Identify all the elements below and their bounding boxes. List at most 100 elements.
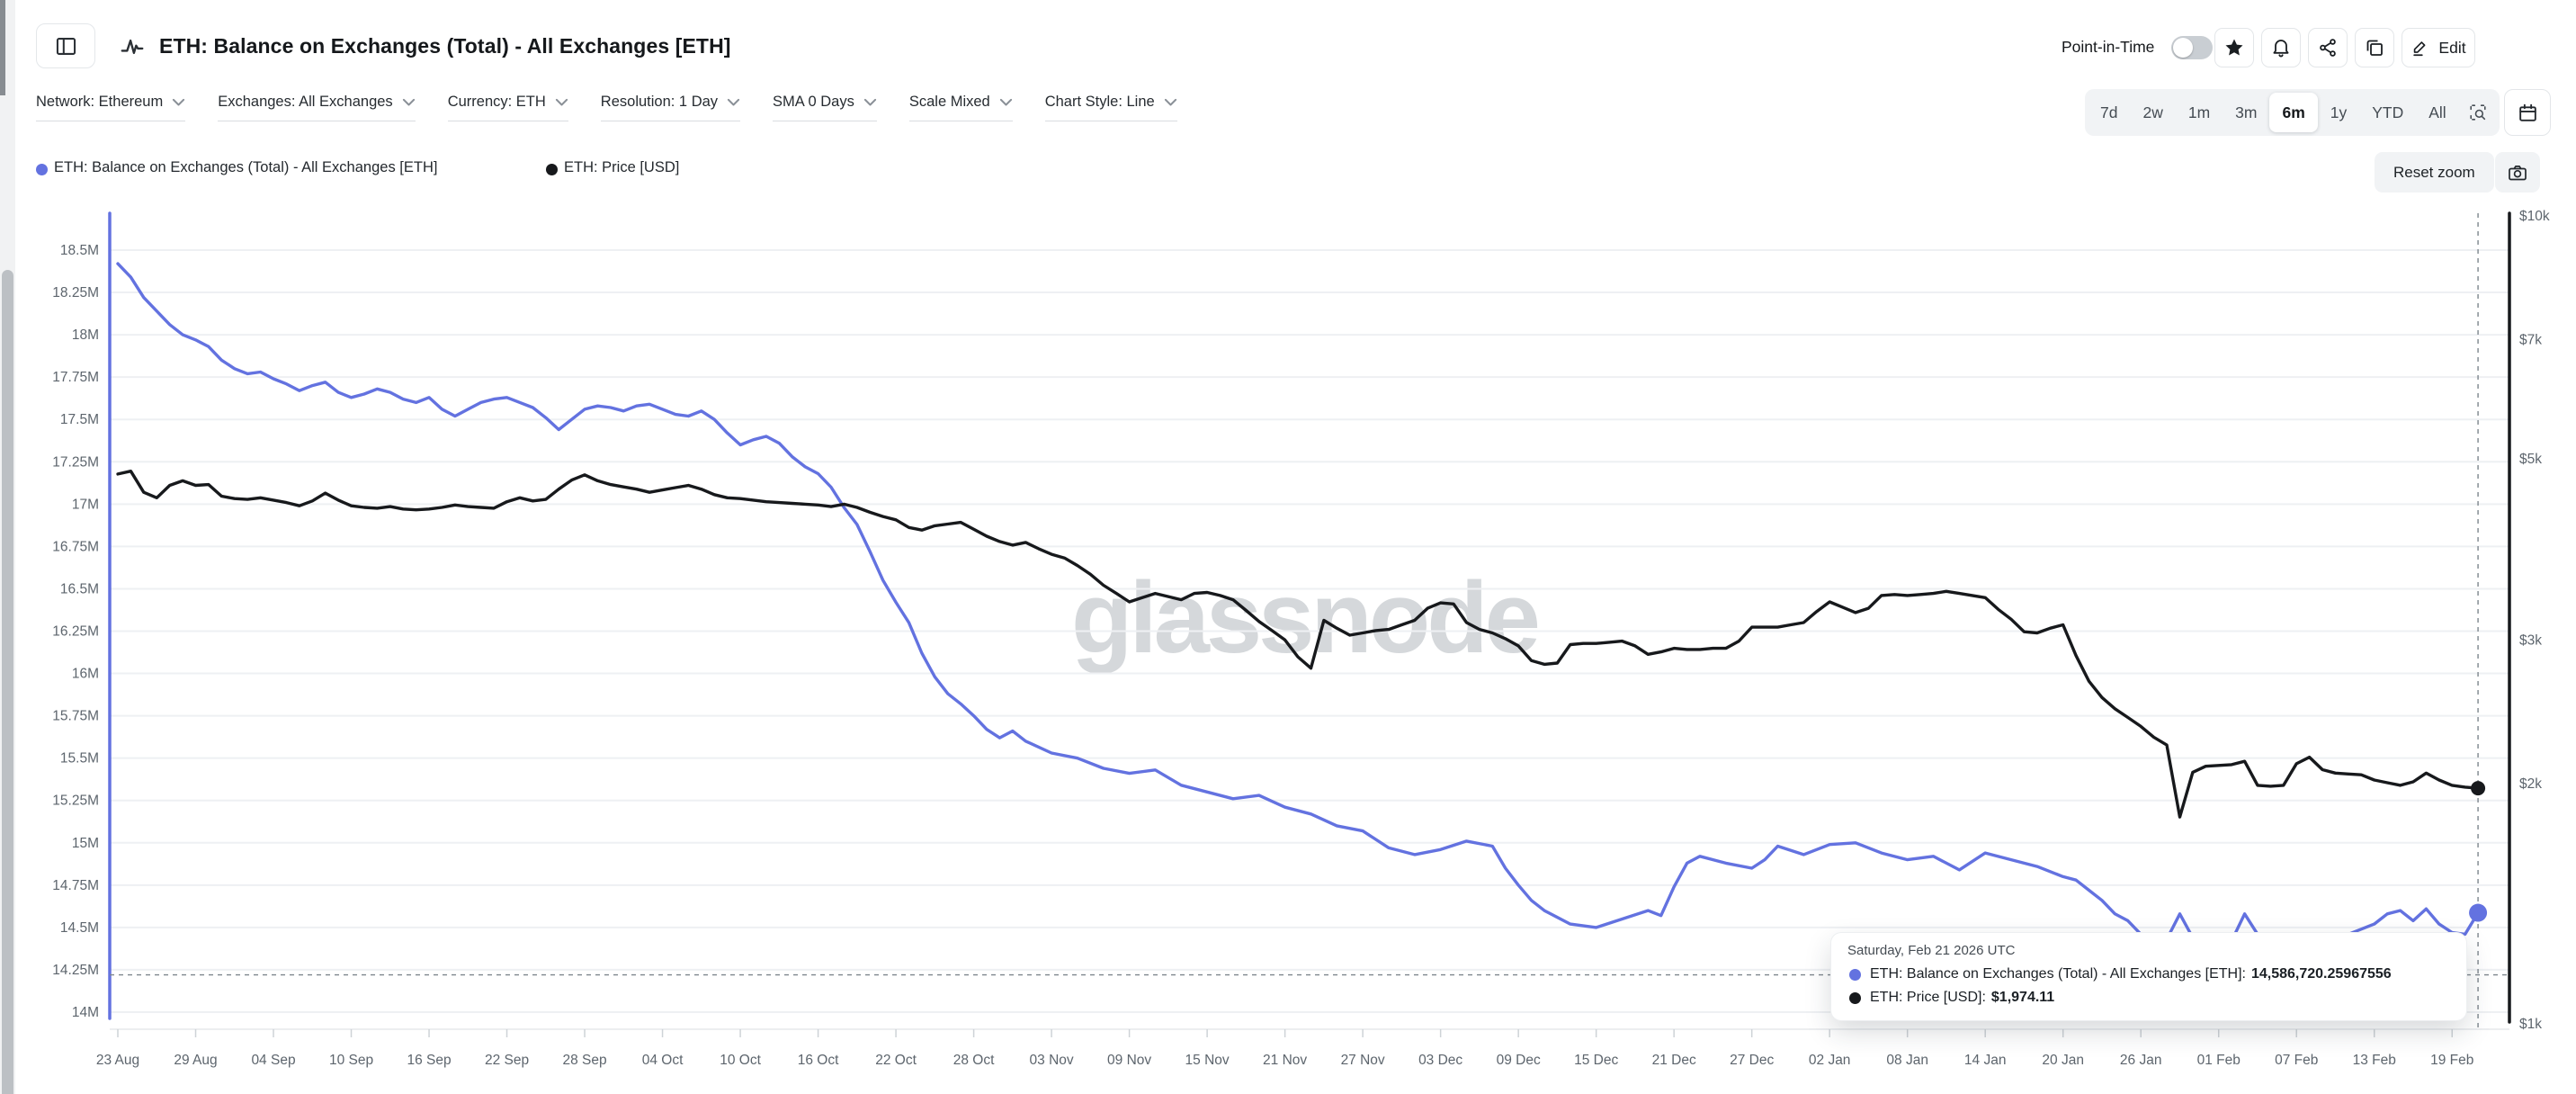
y-left-tick-label: 16M xyxy=(72,667,99,682)
filter-scale[interactable]: Scale Mixed xyxy=(908,94,1013,121)
range-6m[interactable]: 6m xyxy=(2269,93,2318,132)
chevron-down-icon xyxy=(402,98,415,105)
filter-label: Scale Mixed xyxy=(908,94,990,110)
y-right-tick-label: $2k xyxy=(2519,776,2542,792)
x-tick-label: 08 Jan xyxy=(1886,1053,1928,1068)
reset-zoom-button[interactable]: Reset zoom xyxy=(2375,152,2494,193)
y-left-tick-label: 14.25M xyxy=(52,963,99,978)
page-scrollbar-track xyxy=(0,0,15,1094)
filter-chart-style[interactable]: Chart Style: Line xyxy=(1044,94,1177,121)
tooltip-dot-price xyxy=(1849,991,1861,1004)
x-tick-label: 07 Feb xyxy=(2275,1053,2318,1068)
legend-dot-balance xyxy=(36,164,48,175)
y-left-tick-label: 16.75M xyxy=(52,539,99,554)
point-in-time-toggle[interactable] xyxy=(2171,36,2213,59)
chevron-down-icon xyxy=(727,98,740,105)
filter-sma[interactable]: SMA 0 Days xyxy=(773,94,877,121)
x-tick-label: 29 Aug xyxy=(174,1053,217,1068)
x-tick-label: 21 Nov xyxy=(1263,1053,1307,1068)
y-left-tick-label: 15.5M xyxy=(60,751,99,767)
tooltip-row-balance: ETH: Balance on Exchanges (Total) - All … xyxy=(1847,963,2450,986)
x-tick-label: 27 Nov xyxy=(1341,1053,1385,1068)
y-right-tick-label: $5k xyxy=(2519,452,2542,467)
x-tick-label: 26 Jan xyxy=(2120,1053,2162,1068)
y-left-tick-label: 17.25M xyxy=(52,454,99,470)
x-tick-label: 10 Oct xyxy=(720,1053,761,1068)
range-2w[interactable]: 2w xyxy=(2142,103,2163,121)
range-1y[interactable]: 1y xyxy=(2330,103,2348,121)
sidebar-toggle-button[interactable] xyxy=(36,23,95,68)
x-tick-label: 09 Dec xyxy=(1497,1053,1541,1068)
x-tick-label: 28 Sep xyxy=(562,1053,606,1068)
filter-label: Chart Style: Line xyxy=(1044,94,1155,110)
favorite-button[interactable] xyxy=(2214,28,2254,67)
range-1m[interactable]: 1m xyxy=(2187,103,2211,121)
x-tick-label: 15 Nov xyxy=(1185,1053,1230,1068)
legend-dot-price xyxy=(546,164,558,175)
x-tick-label: 16 Oct xyxy=(798,1053,839,1068)
x-tick-label: 21 Dec xyxy=(1652,1053,1696,1068)
tooltip-price-value: $1,974.11 xyxy=(1990,990,2055,1005)
y-left-tick-label: 16.25M xyxy=(52,623,99,639)
legend-item-balance[interactable]: ETH: Balance on Exchanges (Total) - All … xyxy=(54,159,438,175)
share-icon xyxy=(2320,39,2336,57)
chevron-down-icon xyxy=(863,98,876,105)
edit-button[interactable]: Edit xyxy=(2402,28,2475,67)
y-left-tick-label: 17.75M xyxy=(52,370,99,385)
range-ytd[interactable]: YTD xyxy=(2372,103,2404,121)
x-tick-label: 14 Jan xyxy=(1964,1053,2007,1068)
date-picker-button[interactable] xyxy=(2504,89,2551,136)
metric-filter-bar: Network: Ethereum Exchanges: All Exchange… xyxy=(36,94,1210,121)
x-tick-label: 13 Feb xyxy=(2353,1053,2396,1068)
tooltip-date: Saturday, Feb 21 2026 UTC xyxy=(1847,943,2016,958)
x-tick-label: 03 Dec xyxy=(1418,1053,1462,1068)
y-left-tick-label: 17M xyxy=(72,497,99,512)
y-right-tick-label: $3k xyxy=(2519,632,2542,648)
range-7d[interactable]: 7d xyxy=(2100,103,2118,121)
screenshot-button[interactable] xyxy=(2495,152,2540,193)
range-zoom-select-button[interactable] xyxy=(2459,103,2497,122)
y-left-tick-label: 18.25M xyxy=(52,285,99,300)
alert-button[interactable] xyxy=(2261,28,2301,67)
calendar-icon xyxy=(2518,103,2536,121)
y-left-tick-label: 16.5M xyxy=(60,581,99,596)
y-left-tick-label: 15M xyxy=(72,836,99,851)
range-all[interactable]: All xyxy=(2428,103,2446,121)
filter-label: Currency: ETH xyxy=(447,94,546,110)
sidebar-layout-icon xyxy=(56,37,76,55)
range-3m[interactable]: 3m xyxy=(2235,103,2258,121)
point-in-time-label: Point-in-Time xyxy=(2062,38,2155,56)
x-tick-label: 22 Sep xyxy=(485,1053,529,1068)
copy-icon xyxy=(2366,40,2383,56)
filter-resolution[interactable]: Resolution: 1 Day xyxy=(600,94,741,121)
x-tick-label: 27 Dec xyxy=(1730,1053,1774,1068)
x-tick-label: 02 Jan xyxy=(1809,1053,1851,1068)
filter-label: Resolution: 1 Day xyxy=(600,94,719,110)
x-tick-label: 23 Aug xyxy=(96,1053,139,1068)
bell-icon xyxy=(2273,40,2289,58)
filter-currency[interactable]: Currency: ETH xyxy=(447,94,568,121)
y-right-tick-label: $1k xyxy=(2519,1017,2542,1032)
y-left-tick-label: 17.5M xyxy=(60,412,99,427)
page-scrollbar-thumb[interactable] xyxy=(2,270,13,1094)
duplicate-button[interactable] xyxy=(2355,28,2394,67)
series-line-price xyxy=(116,470,2480,819)
x-tick-label: 16 Sep xyxy=(407,1053,451,1068)
filter-network[interactable]: Network: Ethereum xyxy=(36,94,186,121)
time-range-control: 7d 2w 1m 3m 6m 1y YTD All xyxy=(2085,89,2500,136)
y-left-tick-label: 18M xyxy=(72,327,99,343)
y-left-tick-label: 15.75M xyxy=(52,709,99,724)
y-left-tick-label: 18.5M xyxy=(60,243,99,258)
share-button[interactable] xyxy=(2308,28,2348,67)
chart-tooltip: Saturday, Feb 21 2026 UTC ETH: Balance o… xyxy=(1831,933,2466,1020)
x-tick-label: 01 Feb xyxy=(2197,1053,2241,1068)
zoom-area-icon xyxy=(2470,104,2486,121)
legend-item-price[interactable]: ETH: Price [USD] xyxy=(564,159,680,175)
series-line-balance xyxy=(116,262,2480,946)
scrollbar-top-fragment xyxy=(0,0,5,95)
toggle-knob xyxy=(2173,38,2193,58)
x-tick-label: 03 Nov xyxy=(1030,1053,1074,1068)
filter-exchanges[interactable]: Exchanges: All Exchanges xyxy=(218,94,416,121)
